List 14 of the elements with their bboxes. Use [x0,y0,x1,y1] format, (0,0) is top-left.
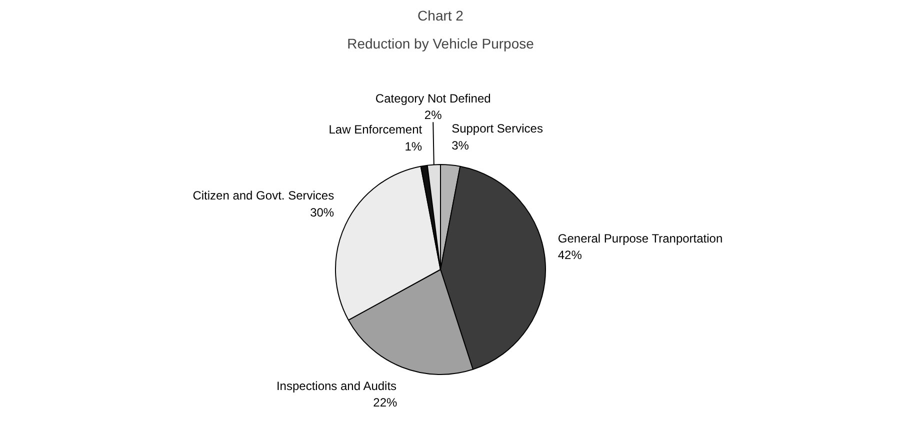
slice-label: Category Not Defined [375,91,491,106]
data-label: 30% [310,205,334,220]
data-label: 22% [373,396,398,410]
chart-title: Chart 2 [418,8,464,24]
slice-label: Inspections and Audits [276,378,397,393]
data-label: 42% [558,248,582,262]
slice-label: Citizen and Govt. Services [192,188,334,203]
slice-label: General Purpose Tranportation [558,231,723,246]
chart-subtitle: Reduction by Vehicle Purpose [347,36,534,52]
slice-label: Support Services [452,122,543,136]
data-label: 2% [424,108,442,122]
data-label: 1% [404,139,422,154]
data-label: 3% [452,138,470,152]
slice-label: Law Enforcement [328,122,423,137]
